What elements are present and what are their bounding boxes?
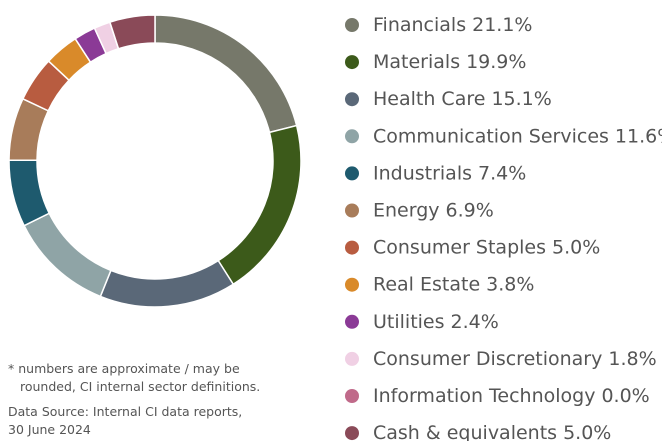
data-source: Data Source: Internal CI data reports, [8,404,242,419]
legend-label: Energy 6.9% [373,199,494,221]
legend-value: 19.9% [466,51,526,73]
legend-marker [345,129,359,144]
legend-marker [345,389,359,403]
donut-slice [108,14,156,50]
legend-name: Materials [373,51,460,73]
legend-value: 5.0% [552,236,600,258]
data-source: 30 June 2024 [8,422,91,437]
legend-value: 1.8% [608,347,656,369]
legend-name: Consumer Discretionary [373,347,602,369]
donut-slice [99,259,235,308]
donut-slice [154,14,298,134]
legend-value: 11.6% [615,125,662,147]
legend-marker [345,277,359,292]
legend-marker [345,92,359,107]
donut-slice [23,212,112,298]
donut-slice [217,124,302,286]
legend-value: 15.1% [491,88,551,110]
legend-label: Consumer Discretionary 1.8% [373,347,657,369]
legend-value: 7.4% [478,162,526,184]
legend-label: Health Care 15.1% [373,88,552,110]
legend-name: Cash & equivalents [373,422,557,441]
footnote: * numbers are approximate / may be [8,361,240,376]
legend-marker [345,166,359,181]
legend-marker [345,314,359,329]
legend-label: Information Technology 0.0% [373,385,650,407]
legend-label: Cash & equivalents 5.0% [373,422,611,441]
legend-value: 21.1% [472,14,532,36]
legend-marker [345,55,359,70]
legend-label: Industrials 7.4% [373,162,526,184]
legend-name: Utilities [373,310,445,332]
legend-marker [345,203,359,218]
legend-value: 5.0% [563,422,611,441]
legend-label: Financials 21.1% [373,14,532,36]
legend-name: Information Technology [373,385,595,407]
legend-value: 2.4% [451,310,499,332]
legend-name: Communication Services [373,125,609,147]
legend-name: Health Care [373,88,485,110]
legend-marker [345,426,359,441]
legend-name: Energy [373,199,440,221]
legend-label: Utilities 2.4% [373,310,499,332]
legend-value: 6.9% [446,199,494,221]
legend-value: 3.8% [486,273,534,295]
legend-marker [345,351,359,366]
legend-name: Financials [373,14,466,36]
legend-marker [345,18,359,32]
legend-label: Real Estate 3.8% [373,273,534,295]
legend-name: Real Estate [373,273,480,295]
legend-label: Communication Services 11.6% [373,125,662,147]
legend-name: Industrials [373,162,472,184]
legend-label: Materials 19.9% [373,51,526,73]
legend-value: 0.0% [601,385,649,407]
footnote: rounded, CI internal sector definitions. [20,379,260,394]
legend-name: Consumer Staples [373,236,546,258]
legend-label: Consumer Staples 5.0% [373,236,600,258]
donut-slice [8,159,51,227]
legend-marker [345,240,359,255]
